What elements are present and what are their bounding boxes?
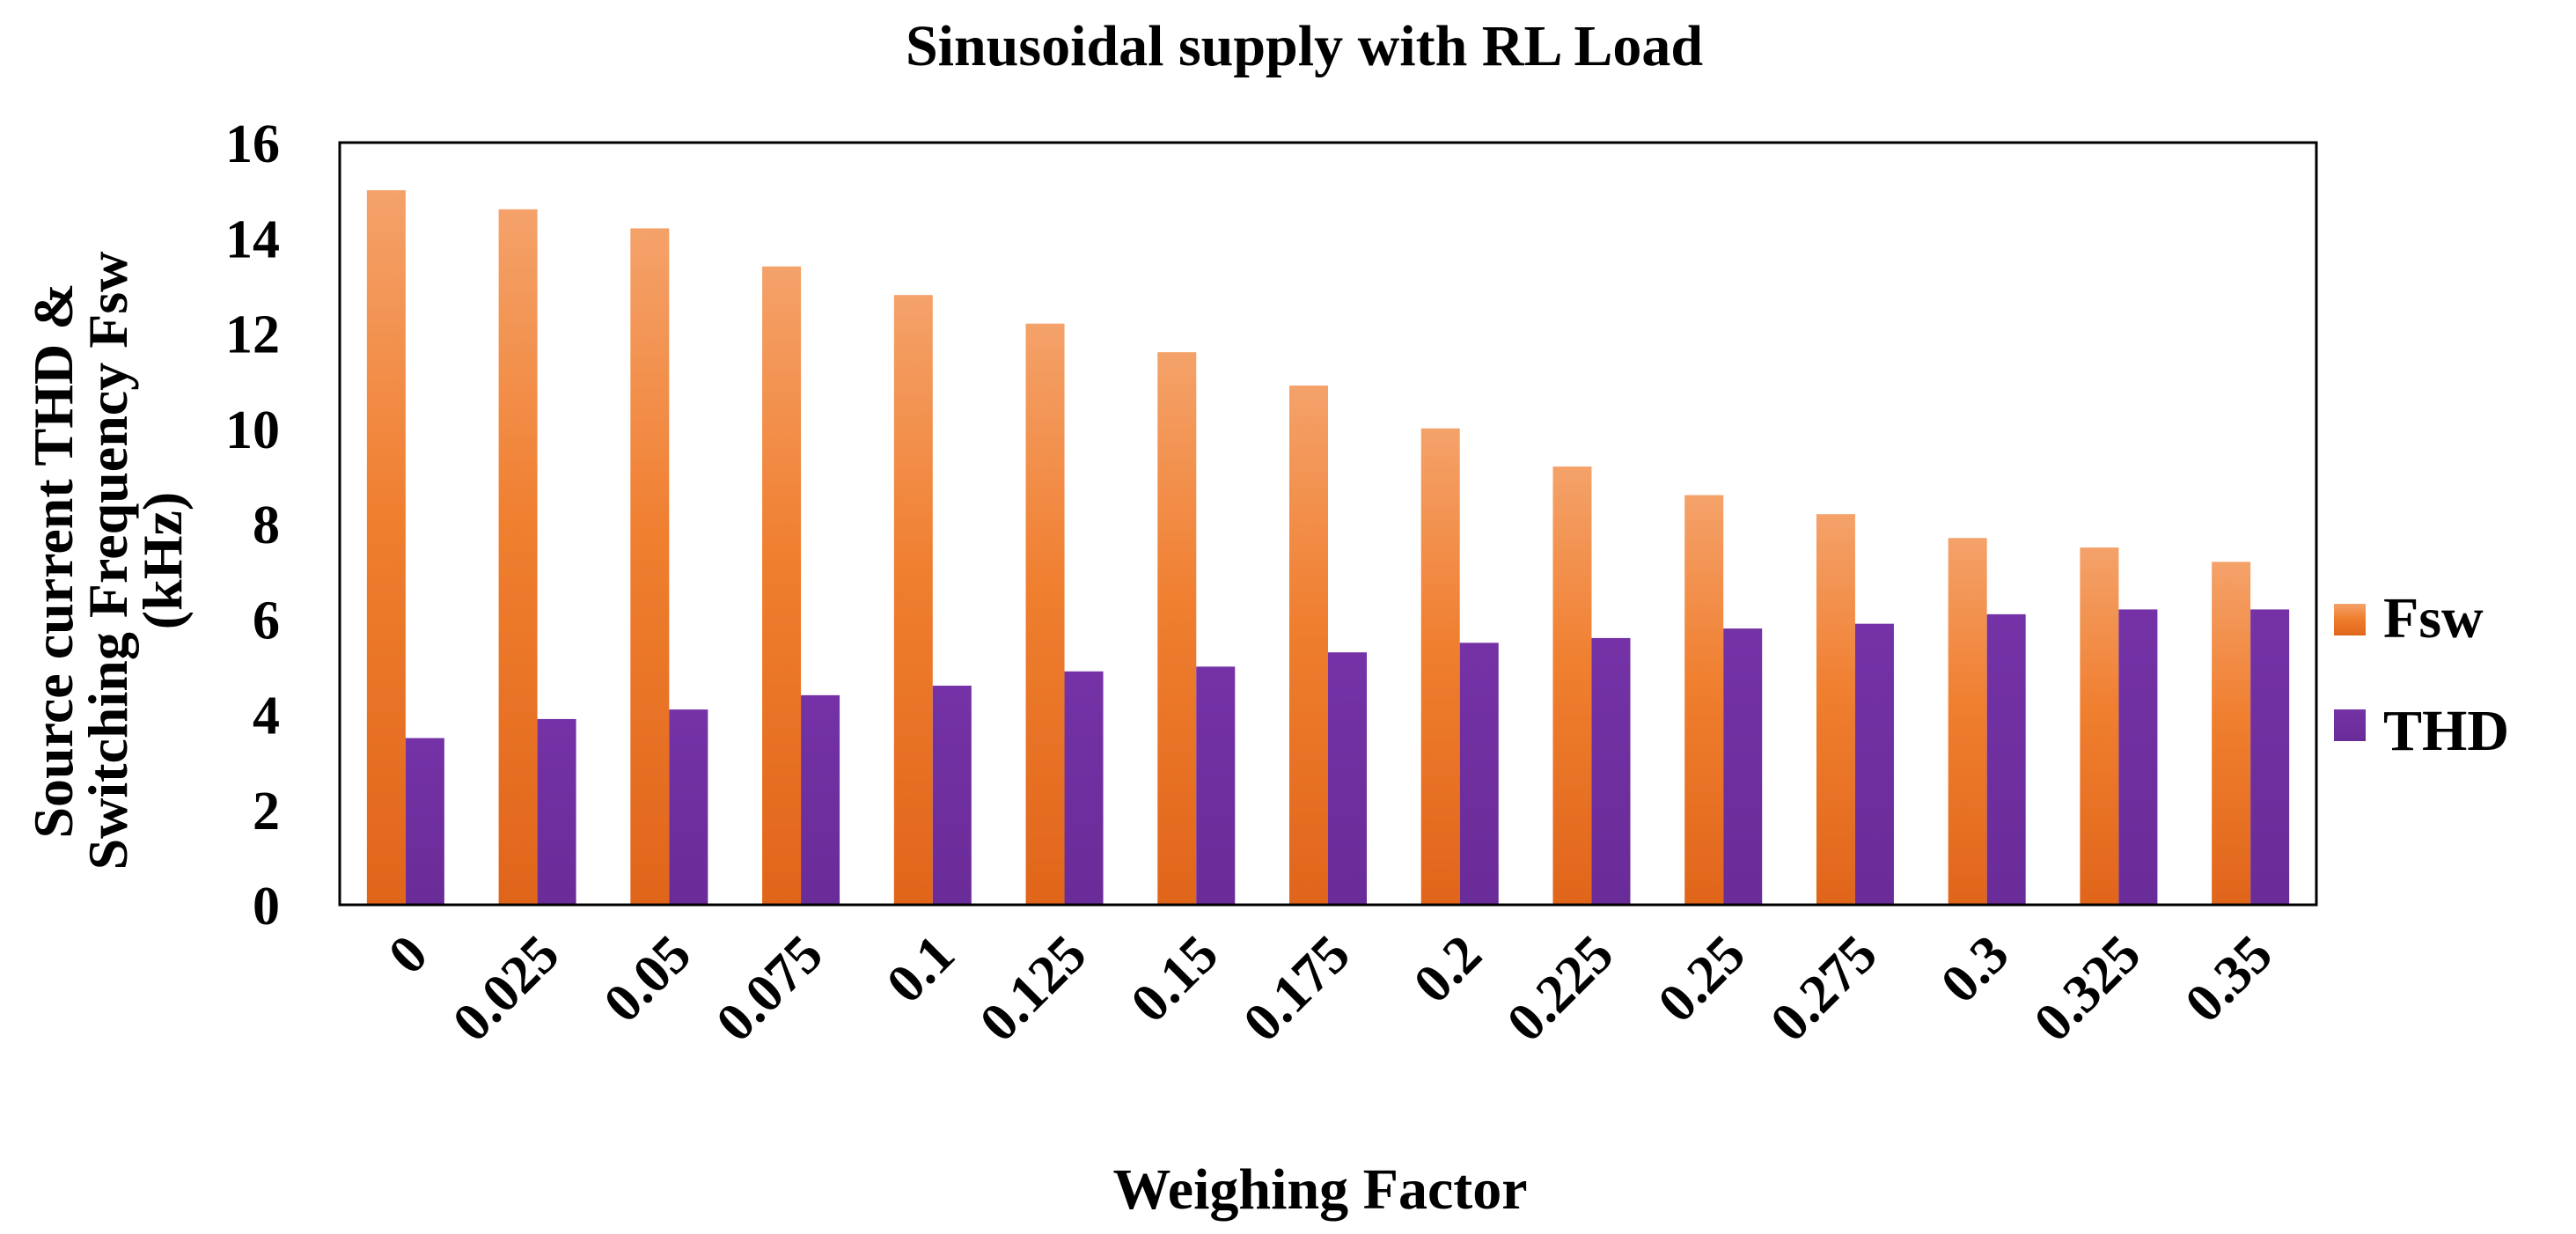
bar-fsw	[1816, 514, 1855, 905]
bar-thd	[1591, 637, 1631, 905]
bar-thd	[2250, 609, 2290, 905]
bar-thd	[1854, 623, 1894, 905]
bar-thd	[1986, 613, 2026, 905]
bars	[366, 190, 2290, 906]
bar-thd	[2118, 609, 2158, 905]
y-axis-label-line-1: Source current THD &	[22, 283, 84, 838]
bar-fsw	[1684, 495, 1724, 905]
x-tick-label: 0.075	[705, 924, 834, 1054]
x-tick-label: 0.225	[1496, 924, 1626, 1054]
bar-thd	[669, 709, 708, 905]
legend-label-fsw: Fsw	[2383, 586, 2484, 650]
x-tick-label: 0.15	[1119, 924, 1229, 1034]
x-tick-label: 0.3	[1930, 924, 2021, 1015]
bar-fsw	[1552, 466, 1592, 905]
bar-thd	[1196, 666, 1236, 905]
bar-fsw	[1025, 323, 1065, 905]
y-tick-label: 10	[225, 400, 280, 460]
legend: Fsw THD	[2334, 586, 2509, 763]
y-tick-label: 4	[253, 687, 280, 746]
bar-fsw	[2080, 547, 2119, 905]
legend-label-thd: THD	[2383, 699, 2509, 763]
y-tick-label: 0	[253, 877, 280, 937]
x-axis-label: Weighing Factor	[1112, 1157, 1527, 1222]
x-tick-label: 0.275	[1759, 924, 1889, 1054]
x-tick-label: 0.25	[1647, 924, 1757, 1034]
x-tick-label: 0.1	[876, 924, 966, 1015]
legend-swatch-fsw	[2334, 604, 2366, 635]
y-tick-label: 16	[225, 114, 280, 174]
bar-fsw	[1157, 352, 1197, 905]
x-tick-label: 0.325	[2023, 924, 2153, 1054]
x-tick-label: 0.05	[592, 924, 702, 1034]
y-tick-label: 14	[225, 209, 280, 269]
bar-fsw	[2212, 562, 2251, 905]
bar-fsw	[366, 190, 406, 905]
bar-thd	[1064, 671, 1104, 905]
x-tick-label: 0.2	[1403, 924, 1493, 1015]
bar-fsw	[1420, 428, 1460, 905]
chart-title: Sinusoidal supply with RL Load	[906, 14, 1703, 78]
bar-fsw	[498, 209, 538, 905]
x-tick-label: 0.025	[442, 924, 571, 1054]
bar-fsw	[762, 266, 802, 906]
x-tick-labels: 0 0.025 0.05 0.075 0.1 0.125 0.15 0.175 0.2 0.225…	[378, 924, 2284, 1054]
bar-thd	[1723, 628, 1763, 905]
y-tick-label: 6	[253, 591, 280, 650]
x-tick-label: 0.175	[1232, 924, 1361, 1054]
bar-thd	[405, 738, 444, 905]
bar-fsw	[1948, 538, 1987, 905]
y-axis-label-line-2: Switching Frequency Fsw	[77, 252, 139, 870]
bar-thd	[932, 686, 972, 905]
y-axis-label: Source current THD & Switching Frequency…	[22, 252, 194, 870]
legend-swatch-thd	[2334, 709, 2366, 741]
x-tick-label: 0	[378, 924, 439, 986]
y-tick-label: 8	[253, 496, 280, 555]
y-axis-label-line-3: (kHz)	[131, 492, 194, 629]
bar-thd	[1459, 643, 1499, 905]
bar-thd	[537, 718, 576, 905]
bar-fsw	[893, 295, 933, 905]
x-tick-label: 0.125	[969, 924, 1098, 1054]
bar-thd	[1328, 652, 1367, 905]
y-tick-label: 12	[225, 305, 280, 365]
bar-fsw	[1289, 386, 1328, 906]
y-tick-label: 2	[253, 782, 280, 841]
bar-fsw	[630, 228, 670, 905]
y-tick-labels: 0 2 4 6 8 10 12 14 16	[225, 114, 280, 937]
x-tick-label: 0.35	[2174, 924, 2284, 1034]
bar-thd	[801, 694, 840, 905]
